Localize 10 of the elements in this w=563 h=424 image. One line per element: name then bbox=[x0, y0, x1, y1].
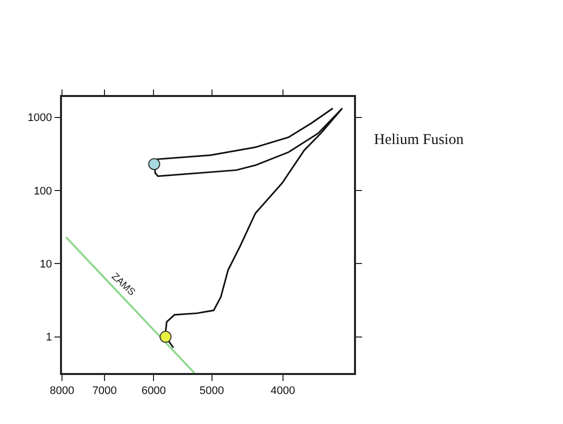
y-tick-label: 1000 bbox=[28, 112, 52, 124]
text: Helium Fusion bbox=[374, 132, 464, 148]
y-tick-label: 100 bbox=[34, 185, 52, 198]
y-tick-label: 1 bbox=[46, 332, 52, 344]
y-tick-label: 10 bbox=[40, 258, 52, 271]
x-tick-label: 7000 bbox=[92, 384, 117, 397]
x-tick-label: 6000 bbox=[141, 384, 166, 397]
x-tick-label: 4000 bbox=[270, 384, 296, 397]
x-tick-label: 5000 bbox=[200, 384, 224, 397]
x-tick-label: 8000 bbox=[50, 384, 74, 397]
